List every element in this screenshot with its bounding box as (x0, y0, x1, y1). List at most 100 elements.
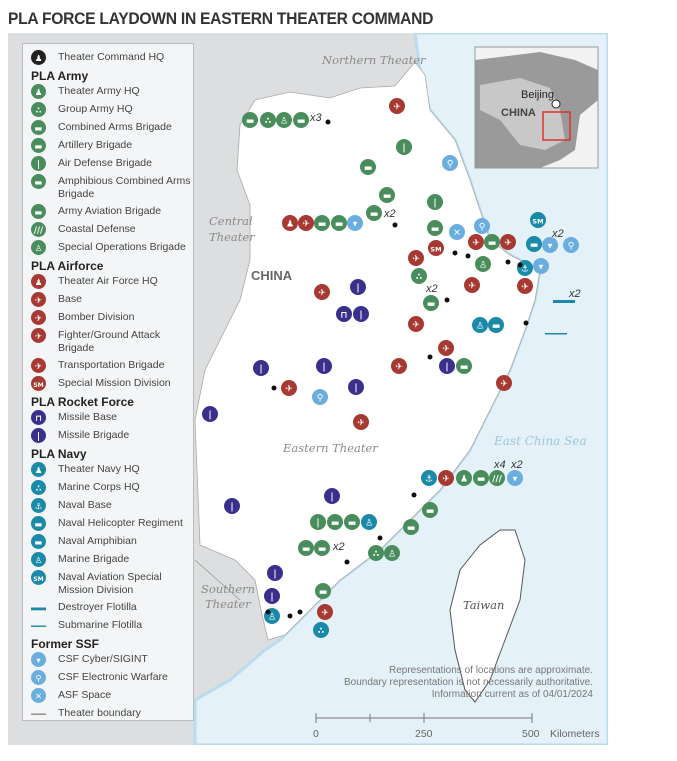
svg-text:✈: ✈ (395, 363, 403, 373)
legend-item: ∴ Group Army HQ (31, 102, 193, 117)
svg-text:✈: ✈ (318, 289, 326, 299)
group-hq-icon: ∴ (31, 480, 46, 495)
location-dot (271, 385, 277, 391)
fighter-icon: ✈ (468, 234, 484, 250)
helicopter-icon: ▬ (403, 519, 419, 535)
plane-icon: ✈ (298, 215, 314, 231)
svg-text:✈: ✈ (35, 331, 42, 341)
svg-text:⚲: ⚲ (479, 223, 486, 233)
ew-icon: ⚲ (31, 670, 46, 685)
svg-text:✈: ✈ (285, 385, 293, 395)
legend-section-title: PLA Army (31, 69, 89, 83)
sm-icon: SM (31, 376, 46, 391)
amphibious-icon: ▬ (31, 534, 46, 549)
svg-text:|: | (230, 503, 233, 513)
legend-item-label: Marine Brigade (58, 553, 130, 565)
svg-text:▾: ▾ (513, 475, 518, 485)
tank-icon: ▬ (331, 215, 347, 231)
legend-item-label: Theater boundary (58, 707, 141, 719)
fighter-icon: ✈ (464, 277, 480, 293)
svg-text:✈: ✈ (468, 282, 476, 292)
transport-icon: ✈ (31, 358, 46, 373)
satellite-icon: ✕ (31, 688, 46, 703)
destroyer-flotilla-icon (553, 300, 575, 303)
group-hq-icon: ∴ (368, 545, 384, 561)
fighter-icon: ✈ (408, 316, 424, 332)
legend-item-label: Missile Base (58, 411, 117, 423)
svg-text:|: | (259, 365, 262, 375)
svg-text:✈: ✈ (472, 239, 480, 249)
fighter-icon: ✈ (391, 358, 407, 374)
svg-text:⚲: ⚲ (317, 394, 324, 404)
sm-icon: SM (530, 212, 546, 228)
fighter-icon: ✈ (281, 380, 297, 396)
soldier-icon: ♙ (276, 112, 292, 128)
svg-text:▬: ▬ (35, 123, 43, 133)
missile-icon: | (310, 514, 326, 530)
svg-text:SM: SM (33, 576, 43, 583)
helicopter-icon: ▬ (31, 516, 46, 531)
legend-item-label: Theater Command HQ (58, 51, 165, 63)
svg-text:♙: ♙ (35, 555, 43, 565)
theater-command-hq-icon: ♟ (31, 50, 46, 65)
destroyer-icon (31, 600, 46, 615)
legend-section-title: Former SSF (31, 637, 100, 651)
legend-item: ▬ Amphibious Combined Arms Brigade (31, 174, 193, 201)
fighter-icon: ✈ (438, 340, 454, 356)
svg-text:♟: ♟ (35, 87, 43, 97)
svg-text:⚓: ⚓ (425, 475, 433, 485)
scale-label-250: 250 (415, 728, 433, 740)
multiplier: x2 (569, 288, 581, 300)
svg-text:SM: SM (430, 246, 441, 254)
tank-icon: ▬ (344, 514, 360, 530)
fighter-icon: ✈ (317, 604, 333, 620)
label-china: CHINA (251, 268, 293, 283)
legend-item-label: ASF Space (58, 689, 112, 701)
satellite-icon: ✕ (449, 224, 465, 240)
svg-text:|: | (316, 519, 319, 529)
svg-text:♟: ♟ (460, 475, 468, 485)
legend-item: ∴ Marine Corps HQ (31, 480, 193, 495)
svg-text:|: | (354, 384, 357, 394)
legend-item: ▬ Artillery Brigade (31, 138, 193, 153)
legend-item-label: Naval Base (58, 499, 112, 511)
label-central-theater-2: Theater (209, 230, 255, 244)
svg-text:▬: ▬ (318, 220, 327, 230)
svg-text:✈: ✈ (504, 239, 512, 249)
svg-text:⚲: ⚲ (447, 160, 454, 170)
eastern-theater-region (194, 61, 541, 641)
legend-item-label: Special Operations Brigade (58, 241, 186, 253)
svg-text:///: /// (34, 225, 44, 235)
anchor-icon: ⚓ (517, 260, 533, 276)
legend-item-label: Base (58, 293, 82, 305)
location-dot (465, 253, 471, 259)
scale-label-500: 500 (522, 728, 540, 740)
cyber-icon: ▾ (542, 237, 558, 253)
svg-text:✈: ✈ (442, 345, 450, 355)
svg-text:▾: ▾ (36, 655, 41, 665)
svg-text:✈: ✈ (35, 361, 42, 371)
legend-item-label: Marine Corps HQ (58, 481, 140, 493)
svg-text:▬: ▬ (383, 192, 392, 202)
location-dot (265, 609, 271, 615)
location-dot (392, 222, 398, 228)
multiplier: x2 (384, 208, 396, 220)
group-hq-icon: ∴ (260, 112, 276, 128)
inset-label-beijing: Beijing (521, 89, 555, 101)
legend-item: ⚲ CSF Electronic Warfare (31, 670, 193, 685)
map-notes: Representations of locations are approxi… (344, 665, 593, 701)
submarine-flotilla-icon (545, 333, 567, 335)
legend-item: ♙ Special Operations Brigade (31, 240, 193, 255)
theater-hq-icon: ♟ (456, 470, 472, 486)
note: Information current as of 04/01/2024 (431, 689, 593, 700)
location-dot (452, 250, 458, 256)
legend-section-title: PLA Airforce (31, 259, 104, 273)
legend-item-label: Destroyer Flotilla (58, 601, 137, 613)
legend-section-title: PLA Rocket Force (31, 395, 134, 409)
legend-item: ▬ Army Aviation Brigade (31, 204, 193, 219)
legend-item: SM Special Mission Division (31, 376, 193, 391)
missile-bar-icon: | (202, 406, 218, 422)
multiplier: x2 (426, 283, 438, 295)
legend-item: ▬ Naval Amphibian (31, 534, 193, 549)
tank-icon: ▬ (293, 112, 309, 128)
